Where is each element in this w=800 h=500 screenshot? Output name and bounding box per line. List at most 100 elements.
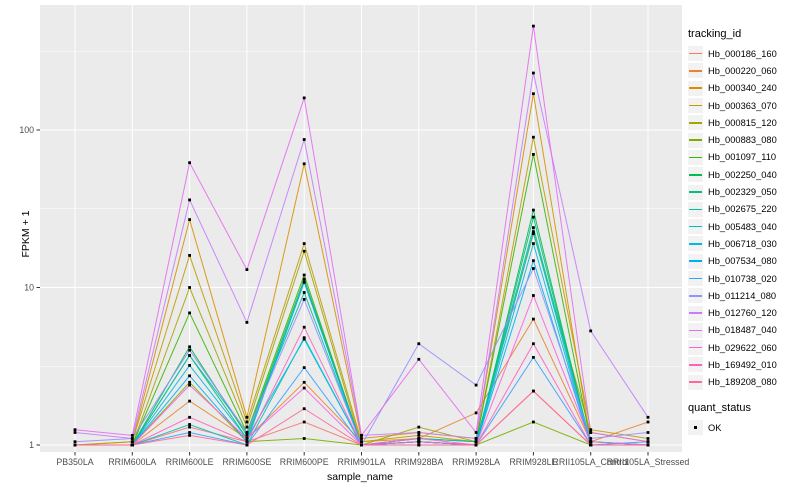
data-point (188, 423, 191, 426)
data-point (188, 218, 191, 221)
legend-line-icon (689, 329, 702, 332)
legend-label: Hb_169492_010 (708, 359, 777, 370)
legend-key (688, 288, 703, 304)
legend-key (688, 305, 703, 321)
data-point (532, 24, 535, 28)
legend-item-Hb_169492_010: Hb_169492_010 (688, 356, 798, 373)
data-point (532, 215, 535, 219)
legend-item-Hb_007534_080: Hb_007534_080 (688, 253, 798, 270)
legend-label: Hb_001097_110 (708, 152, 777, 163)
legend: tracking_id Hb_000186_160 Hb_000220_060 Hb… (688, 28, 798, 436)
legend-key (688, 201, 703, 217)
data-point (532, 294, 535, 297)
data-point (130, 437, 134, 440)
legend-item-Hb_000883_080: Hb_000883_080 (688, 131, 798, 148)
data-point (417, 431, 421, 434)
legend-line-icon (689, 364, 702, 366)
legend-label: Hb_006718_030 (708, 238, 777, 249)
data-point (646, 437, 650, 440)
x-tick-label: RRIM600PE (280, 457, 329, 467)
data-point (474, 440, 478, 444)
data-point (532, 317, 535, 321)
legend-line-icon (689, 243, 702, 245)
legend-label: Hb_007534_080 (708, 256, 777, 267)
data-point (188, 311, 191, 315)
x-tick-label: RRIM928BA (394, 457, 443, 467)
legend-key (688, 98, 703, 114)
data-point (417, 434, 421, 437)
legend-key (688, 63, 703, 79)
legend-key (688, 46, 703, 62)
legend-key (688, 271, 703, 286)
legend-label: Hb_189208_080 (708, 377, 777, 388)
data-point (417, 357, 421, 361)
data-point (474, 383, 478, 387)
legend-line-icon (689, 277, 702, 280)
legend-label: Hb_012760_120 (708, 308, 777, 319)
legend-item-Hb_000220_060: Hb_000220_060 (688, 62, 798, 79)
legend-line-icon (689, 122, 702, 124)
data-point (188, 374, 191, 378)
legend-line-icon (689, 225, 702, 228)
data-point (302, 162, 306, 166)
data-point (188, 345, 191, 349)
legend-line-icon (689, 156, 702, 159)
data-point (302, 337, 306, 341)
data-point (245, 420, 249, 424)
data-point (302, 138, 306, 141)
data-point (245, 440, 249, 444)
legend-label: Hb_002250_040 (708, 169, 777, 180)
data-point (532, 342, 535, 346)
data-point (245, 425, 249, 429)
legend-label: Hb_002329_050 (708, 187, 777, 198)
legend-line-icon (689, 173, 702, 176)
data-point (646, 420, 650, 424)
data-point (188, 380, 191, 384)
legend-item-ok: OK (688, 419, 798, 436)
data-point (188, 434, 191, 437)
legend-key (688, 374, 703, 390)
legend-label: Hb_029622_060 (708, 342, 777, 353)
data-point (188, 431, 191, 434)
data-point (302, 96, 306, 100)
y-tick-label: 1 (29, 440, 34, 450)
data-point (589, 440, 593, 444)
legend-label: Hb_002675_220 (708, 204, 777, 215)
data-point (245, 443, 249, 447)
legend-key (688, 340, 703, 356)
data-point (532, 232, 535, 235)
data-point (130, 443, 134, 447)
data-point (245, 437, 249, 440)
data-point (302, 407, 306, 411)
data-point (245, 268, 249, 271)
legend-item-Hb_010738_020: Hb_010738_020 (688, 270, 798, 287)
data-point (474, 437, 478, 440)
y-axis-title: FPKM + 1 (20, 210, 32, 258)
legend-item-Hb_011214_080: Hb_011214_080 (688, 287, 798, 304)
legend-label: Hb_000883_080 (708, 135, 777, 146)
legend-label: Hb_000186_160 (708, 48, 777, 59)
legend-key (688, 322, 703, 338)
data-point (73, 431, 77, 434)
data-point (417, 342, 421, 346)
legend-line-icon (689, 52, 702, 55)
data-point (130, 440, 134, 444)
data-point (360, 434, 363, 437)
legend-label: Hb_000220_060 (708, 65, 777, 76)
data-point (188, 383, 191, 387)
data-point (188, 364, 191, 367)
data-point (302, 291, 306, 294)
data-point (532, 71, 535, 75)
legend-line-icon (689, 312, 702, 314)
legend-item-Hb_000340_240: Hb_000340_240 (688, 80, 798, 97)
data-point (302, 277, 306, 281)
data-point (188, 161, 191, 165)
data-point (188, 425, 191, 429)
data-point (532, 135, 535, 139)
data-point (302, 273, 306, 277)
x-tick-label: RRII105LA_Control (553, 457, 629, 467)
legend-line-icon (689, 295, 702, 297)
legend-line-icon (689, 191, 702, 193)
